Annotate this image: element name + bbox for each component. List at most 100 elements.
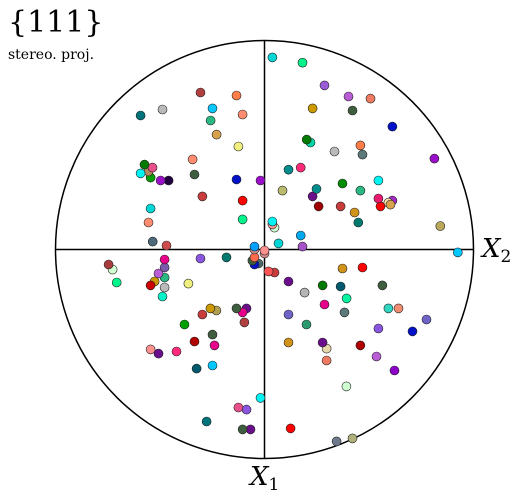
pole-point <box>256 176 265 185</box>
pole-point <box>318 338 327 347</box>
pole-point <box>212 130 221 139</box>
pole-point <box>284 310 293 319</box>
pole-point <box>274 239 283 248</box>
pole-point <box>302 320 311 329</box>
pole-point <box>390 366 399 375</box>
pole-point <box>148 237 157 246</box>
pole-point <box>232 175 241 184</box>
pole-point <box>284 165 293 174</box>
pole-point <box>453 248 462 257</box>
pole-point <box>320 300 329 309</box>
pole-point <box>344 92 353 101</box>
pole-point <box>208 104 217 113</box>
pole-point <box>144 218 153 227</box>
pole-point <box>338 264 347 273</box>
pole-point <box>340 308 349 317</box>
pole-point <box>296 231 305 240</box>
pole-point <box>342 294 351 303</box>
pole-point <box>112 278 121 287</box>
pole-point <box>264 267 273 276</box>
pole-point <box>202 417 211 426</box>
pole-point <box>188 155 197 164</box>
pole-point <box>198 310 207 319</box>
pole-point <box>302 135 311 144</box>
pole-point <box>312 184 321 193</box>
pole-point <box>196 88 205 97</box>
pole-point <box>298 242 307 251</box>
pole-point <box>140 160 149 169</box>
pole-point <box>260 246 269 255</box>
pole-point <box>240 318 249 327</box>
pole-point <box>384 304 393 313</box>
pole-point <box>268 217 277 226</box>
pole-point <box>210 341 219 350</box>
figure-title: {111} <box>8 5 103 40</box>
pole-point <box>192 364 201 373</box>
pole-point <box>348 106 357 115</box>
axis-x2-subscript: 2 <box>501 247 512 267</box>
pole-point <box>238 425 247 434</box>
pole-point <box>278 186 287 195</box>
pole-point <box>350 208 359 217</box>
pole-point <box>318 281 327 290</box>
axis-x2-label: X2 <box>480 234 511 267</box>
pole-point <box>146 281 155 290</box>
pole-point <box>336 282 345 291</box>
pole-point <box>308 104 317 113</box>
pole-point <box>338 179 347 188</box>
pole-point <box>296 163 305 172</box>
pole-point <box>422 315 431 324</box>
pole-point <box>238 215 247 224</box>
pole-point <box>320 81 329 90</box>
pole-point <box>376 202 385 211</box>
axis-x1-subscript: 1 <box>269 475 280 495</box>
pole-point <box>234 142 243 151</box>
pole-point <box>374 324 383 333</box>
pole-point <box>356 141 365 150</box>
pole-point <box>430 154 439 163</box>
pole-point <box>354 218 363 227</box>
pole-point <box>356 186 365 195</box>
figure-subtitle: stereo. proj. <box>8 47 94 63</box>
pole-point <box>136 111 145 120</box>
pole-point <box>386 200 395 209</box>
pole-point <box>206 304 215 313</box>
pole-point <box>208 361 217 370</box>
pole-point <box>198 192 207 201</box>
pole-point <box>366 94 375 103</box>
pole-point <box>238 110 247 119</box>
pole-point <box>208 330 217 339</box>
pole-point <box>190 170 199 179</box>
pole-point <box>298 58 307 67</box>
pole-point <box>284 277 293 286</box>
pole-point <box>394 304 403 313</box>
pole-point <box>408 327 417 336</box>
pole-point <box>164 176 173 185</box>
pole-point <box>206 116 215 125</box>
pole-point <box>286 424 295 433</box>
pole-point <box>232 91 241 100</box>
pole-point <box>160 263 169 272</box>
pole-point <box>322 356 331 365</box>
pole-point <box>332 437 341 446</box>
pole-point <box>378 281 387 290</box>
pole-point <box>232 304 241 313</box>
pole-point <box>104 260 113 269</box>
pole-point <box>196 254 205 263</box>
pole-point <box>284 338 293 347</box>
pole-point <box>330 147 339 156</box>
pole-point <box>256 393 265 402</box>
pole-point <box>160 255 169 264</box>
pole-point <box>180 320 189 329</box>
pole-point <box>242 405 251 414</box>
pole-point <box>314 202 323 211</box>
pole-point <box>172 347 181 356</box>
pole-point <box>358 150 367 159</box>
pole-point <box>146 345 155 354</box>
pole-point <box>268 53 277 62</box>
pole-point <box>238 196 247 205</box>
pole-point <box>342 382 351 391</box>
pole-point <box>436 222 445 231</box>
pole-point <box>356 341 365 350</box>
pole-point <box>190 337 199 346</box>
